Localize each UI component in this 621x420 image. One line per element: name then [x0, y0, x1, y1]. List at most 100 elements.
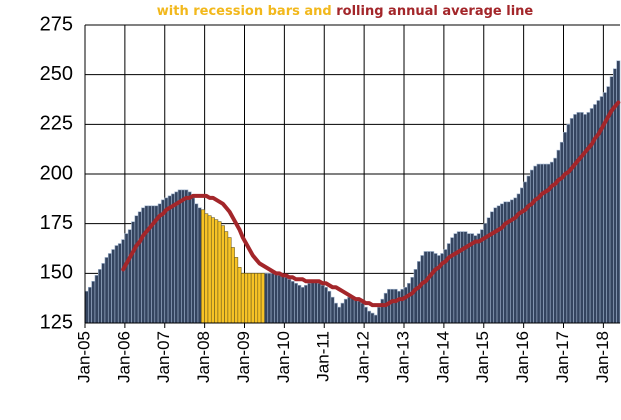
rolling-average-line: [121, 100, 621, 308]
bar: [490, 211, 495, 324]
bar: [413, 269, 418, 324]
x-tick-label: Jan-06: [114, 331, 133, 383]
bar: [254, 273, 259, 324]
bar: [214, 219, 219, 324]
bar: [287, 278, 292, 324]
x-tick-label: Jan-08: [194, 331, 213, 383]
bar: [383, 292, 388, 324]
bar: [327, 290, 332, 324]
x-tick-label: Jan-07: [154, 331, 173, 383]
bar: [220, 225, 225, 324]
bar: [210, 217, 215, 324]
bar: [393, 288, 398, 324]
bar: [337, 306, 342, 324]
bar: [323, 286, 328, 324]
bar: [370, 312, 375, 324]
bar: [536, 163, 541, 324]
bar: [197, 207, 202, 324]
bar: [416, 261, 421, 324]
bar: [297, 284, 302, 324]
bar: [307, 282, 312, 324]
bar: [280, 275, 285, 324]
y-tick-label: 125: [40, 311, 73, 333]
bar: [380, 298, 385, 324]
bar: [114, 245, 119, 324]
bar: [470, 233, 475, 324]
bar: [407, 282, 411, 324]
bar: [473, 235, 478, 324]
bar: [234, 257, 239, 324]
bar: [333, 302, 338, 324]
y-tick-label: 200: [40, 162, 73, 184]
bar: [94, 275, 99, 324]
bar: [340, 302, 345, 324]
bar: [400, 288, 405, 324]
bar: [284, 277, 289, 324]
bar: [167, 195, 172, 324]
bar: [240, 273, 245, 324]
bar: [576, 112, 581, 324]
bar: [177, 189, 182, 324]
bar: [274, 273, 279, 324]
bar: [523, 181, 528, 324]
bar: [277, 275, 282, 324]
bar: [171, 193, 176, 324]
bar: [320, 284, 325, 324]
bar: [204, 213, 209, 324]
bar: [124, 233, 129, 324]
bar: [97, 269, 102, 324]
bar: [430, 251, 435, 324]
bar: [353, 298, 358, 324]
x-tick-label: Jan-10: [274, 331, 293, 383]
bar: [573, 114, 578, 324]
bar: [244, 273, 249, 324]
x-tick-label: Jan-11: [314, 331, 333, 382]
bar: [569, 118, 574, 324]
bar: [184, 189, 189, 324]
bar: [503, 201, 508, 324]
bar: [131, 221, 136, 324]
bar: [377, 306, 382, 324]
bar: [164, 197, 169, 324]
bar: [187, 191, 192, 324]
bar: [174, 191, 179, 324]
bar: [543, 163, 548, 324]
bar: [433, 253, 438, 324]
bar: [343, 298, 348, 324]
bar: [191, 197, 195, 324]
y-tick-label: 275: [40, 13, 73, 35]
bar: [201, 209, 205, 324]
x-tick-label: Jan-17: [553, 331, 572, 383]
bar: [227, 237, 232, 324]
bar: [480, 229, 485, 324]
bar: [127, 229, 132, 324]
bar: [317, 282, 322, 324]
bar: [583, 114, 588, 324]
bar: [426, 251, 431, 324]
bar: [117, 243, 122, 324]
bar: [397, 290, 401, 324]
bar: [313, 280, 318, 324]
bar: [294, 282, 298, 324]
bar: [566, 124, 571, 324]
bar: [363, 306, 368, 324]
bar: [91, 280, 96, 324]
bar: [456, 231, 461, 324]
bar: [533, 165, 538, 324]
bar: [101, 263, 106, 324]
bar: [217, 221, 222, 324]
bar: [556, 149, 561, 324]
y-tick-label: 250: [40, 63, 73, 85]
bar: [161, 199, 166, 324]
bar: [559, 141, 564, 324]
x-tick-label: Jan-14: [433, 331, 452, 383]
bar: [423, 251, 428, 324]
bar: [460, 231, 465, 324]
bar: [347, 296, 352, 324]
x-tick-label: Jan-05: [74, 331, 93, 383]
bar: [616, 60, 621, 324]
bar: [520, 187, 524, 324]
bar: [420, 255, 425, 324]
bar: [493, 207, 498, 324]
